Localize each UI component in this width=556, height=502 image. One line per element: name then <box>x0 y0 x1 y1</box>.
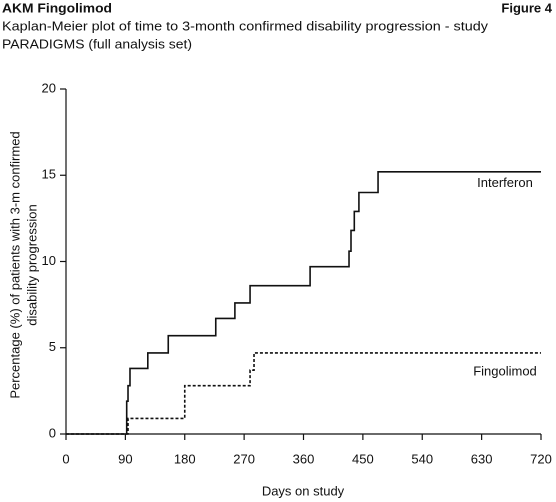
x-tick-label: 720 <box>530 451 552 466</box>
y-axis-label: disability progression <box>24 204 39 325</box>
km-curve <box>66 171 541 435</box>
x-tick-label: 270 <box>233 451 255 466</box>
series-label: Fingolimod <box>473 363 537 378</box>
x-tick-label: 450 <box>352 451 374 466</box>
y-tick-label: 5 <box>49 339 56 354</box>
km-curve <box>66 352 541 435</box>
chart-title: Kaplan-Meier plot of time to 3-month con… <box>2 18 489 33</box>
y-tick-label: 20 <box>42 80 56 95</box>
x-tick-label: 0 <box>62 451 69 466</box>
x-tick-label: 90 <box>118 451 132 466</box>
x-tick-label: 630 <box>471 451 493 466</box>
y-tick-label: 10 <box>42 253 56 268</box>
chart-title: PARADIGMS (full analysis set) <box>2 36 192 51</box>
y-axis-label: Percentage (%) of patients with 3-m conf… <box>7 131 22 398</box>
x-tick-label: 180 <box>174 451 196 466</box>
y-tick-label: 0 <box>49 425 56 440</box>
series-label: Interferon <box>477 175 533 190</box>
y-tick-label: 15 <box>42 167 56 182</box>
header: AKM Fingolimod <box>2 0 112 15</box>
figure-label: Figure 4 <box>501 0 552 15</box>
x-tick-label: 360 <box>293 451 315 466</box>
x-tick-label: 540 <box>411 451 433 466</box>
x-axis-label: Days on study <box>262 483 345 498</box>
